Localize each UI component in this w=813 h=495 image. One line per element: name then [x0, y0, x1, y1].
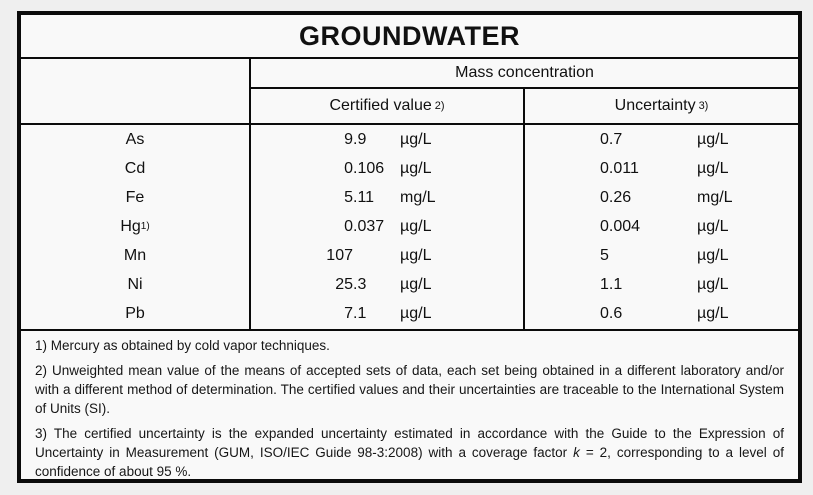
element-symbol: As [125, 130, 145, 148]
uncertainty-unit: µg/L [697, 159, 729, 177]
certified-unit: µg/L [400, 276, 432, 294]
table-row-pb: Pb 7.1 µg/L 0.6 µg/L [21, 299, 798, 329]
element-cell: Pb [21, 299, 251, 329]
certified-value-cell: 5.11 mg/L [251, 183, 525, 213]
table-row-as: As 9.9 µg/L 0.7 µg/L [21, 125, 798, 155]
certificate-table: GROUNDWATER Mass concentration Certified… [17, 11, 802, 483]
certified-value-cell: 107 µg/L [251, 241, 525, 271]
certified-value-cell: 0.106 µg/L [251, 154, 525, 184]
element-symbol: Hg [120, 217, 141, 235]
uncertainty-cell: 1.1 µg/L [525, 271, 798, 300]
coverage-factor-k: k [573, 445, 580, 460]
certified-value: 9.9 [344, 130, 367, 148]
certified-value: 0.106 [344, 159, 385, 177]
uncertainty-unit: µg/L [697, 247, 729, 265]
certified-value: 7.1 [344, 305, 367, 323]
uncertainty-cell: 0.6 µg/L [525, 300, 798, 329]
certified-value: 107 [326, 247, 353, 265]
table-row-mn: Mn 107 µg/L 5 µg/L [21, 241, 798, 271]
element-cell: Mn [21, 241, 251, 271]
certified-value: 25.3 [335, 276, 367, 294]
element-cell: As [21, 125, 251, 155]
table-row-hg: Hg 1) 0.037 µg/L 0.004 µg/L [21, 212, 798, 242]
uncertainty-value: 0.6 [600, 305, 623, 323]
header-empty-cell [21, 59, 251, 123]
uncertainty-cell: 5 µg/L [525, 242, 798, 271]
footnote-1: 1) Mercury as obtained by cold vapor tec… [35, 338, 330, 353]
uncertainty-unit: µg/L [697, 305, 729, 323]
uncertainty-value: 0.26 [600, 188, 632, 206]
certified-unit: mg/L [400, 188, 436, 206]
footnote-2: 2) Unweighted mean value of the means of… [35, 363, 784, 416]
table-row-cd: Cd 0.106 µg/L 0.011 µg/L [21, 154, 798, 184]
element-cell: Hg 1) [21, 212, 251, 242]
uncertainty-label: Uncertainty [614, 97, 696, 114]
uncertainty-cell: 0.004 µg/L [525, 212, 798, 241]
uncertainty-cell: 0.7 µg/L [525, 125, 798, 154]
table-title: GROUNDWATER [21, 15, 798, 59]
certified-value-cell: 0.037 µg/L [251, 212, 525, 242]
footnotes-section: 1) Mercury as obtained by cold vapor tec… [21, 331, 798, 479]
certified-value: 0.037 [344, 217, 385, 235]
certified-unit: µg/L [400, 247, 432, 265]
uncertainty-cell: 0.26 mg/L [525, 183, 798, 212]
element-cell: Ni [21, 270, 251, 300]
footnote-3: 3) The certified uncertainty is the expa… [35, 426, 784, 479]
element-symbol: Cd [124, 159, 146, 177]
uncertainty-unit: µg/L [697, 217, 729, 235]
certified-unit: µg/L [400, 217, 432, 235]
header-uncertainty: Uncertainty 3) [614, 97, 709, 114]
element-symbol: Pb [125, 305, 145, 323]
certified-unit: µg/L [400, 305, 432, 323]
certified-value-cell: 9.9 µg/L [251, 125, 525, 155]
header-certified-value: Certified value 2) [251, 89, 525, 123]
uncertainty-value: 5 [600, 247, 609, 265]
uncertainty-unit: µg/L [697, 130, 729, 148]
element-symbol: Ni [127, 276, 143, 294]
certified-unit: µg/L [400, 159, 432, 177]
table-body: As 9.9 µg/L 0.7 µg/L Cd 0.106 µg/L 0.011 µg/… [21, 123, 798, 331]
uncertainty-cell: 0.011 µg/L [525, 154, 798, 183]
uncertainty-value: 0.004 [600, 217, 641, 235]
certified-value-cell: 25.3 µg/L [251, 270, 525, 300]
table-row-ni: Ni 25.3 µg/L 1.1 µg/L [21, 270, 798, 300]
uncertainty-value: 1.1 [600, 276, 623, 294]
certified-value-label: Certified value [329, 97, 432, 114]
table-row-fe: Fe 5.11 mg/L 0.26 mg/L [21, 183, 798, 213]
uncertainty-unit: mg/L [697, 188, 733, 206]
header-group-mass-concentration: Mass concentration [251, 59, 798, 89]
uncertainty-value: 0.011 [600, 159, 639, 177]
certified-value-cell: 7.1 µg/L [251, 299, 525, 329]
certified-value: 5.11 [344, 188, 375, 206]
uncertainty-unit: µg/L [697, 276, 729, 294]
element-symbol: Mn [123, 247, 147, 265]
element-cell: Cd [21, 154, 251, 184]
element-symbol: Fe [125, 188, 145, 206]
element-cell: Fe [21, 183, 251, 213]
certified-unit: µg/L [400, 130, 432, 148]
table-header: Mass concentration Certified value 2) Unc… [21, 59, 798, 123]
uncertainty-value: 0.7 [600, 130, 623, 148]
